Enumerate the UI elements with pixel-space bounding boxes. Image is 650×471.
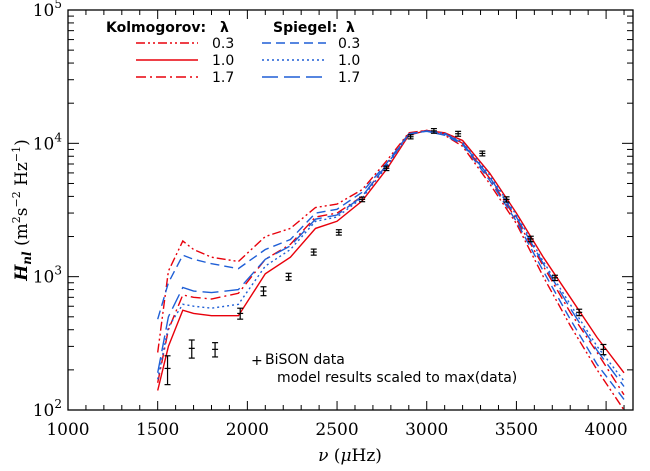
y-axis-sup2: −2 bbox=[10, 191, 23, 207]
bison-plus-marker: + bbox=[251, 353, 263, 369]
series-line-spiegel-1_7 bbox=[157, 130, 625, 387]
legend-lambda-kolmogorov: λ bbox=[220, 20, 229, 36]
series-layer bbox=[157, 129, 625, 411]
legend-title-spiegel: Spiegel: bbox=[273, 20, 337, 36]
x-tick-label: 1500 bbox=[136, 420, 179, 440]
y-tick-exp: 3 bbox=[54, 264, 62, 278]
plot-area bbox=[67, 9, 634, 411]
series-line-spiegel-1_0 bbox=[157, 130, 625, 382]
y-tick-base: 10 bbox=[33, 1, 55, 21]
y-axis-base: H bbox=[12, 264, 32, 282]
x-tick-label: 3500 bbox=[495, 420, 538, 440]
bison-data-label: BiSON data bbox=[265, 352, 345, 368]
y-tick-base: 10 bbox=[33, 134, 55, 154]
y-tick-exp: 4 bbox=[54, 130, 62, 144]
legend-lambda-value: 0.3 bbox=[338, 36, 360, 52]
y-tick-exp: 5 bbox=[54, 0, 62, 11]
legend-lambda-value: 1.0 bbox=[338, 53, 360, 69]
y-tick-exp: 2 bbox=[54, 397, 62, 411]
y-axis-sup3: −1 bbox=[10, 146, 23, 162]
y-axis-mid2: Hz bbox=[12, 162, 32, 191]
x-tick-label: 2000 bbox=[226, 420, 269, 440]
y-tick-label: 105 bbox=[33, 0, 62, 21]
y-axis-unit-open: (m bbox=[12, 223, 32, 251]
x-axis-symbol: ν bbox=[318, 446, 328, 466]
legend-lambda-value: 1.7 bbox=[212, 70, 234, 86]
x-axis-unit-open: ( bbox=[328, 446, 340, 466]
y-tick-base: 10 bbox=[33, 401, 55, 421]
scaling-note: model results scaled to max(data) bbox=[277, 370, 517, 386]
x-tick-label: 3000 bbox=[405, 420, 448, 440]
y-tick-label: 102 bbox=[33, 397, 62, 421]
legend-lambda-value: 0.3 bbox=[212, 36, 234, 52]
series-line-spiegel-0_3 bbox=[157, 130, 625, 400]
y-axis-sub: nl bbox=[20, 251, 34, 265]
x-tick-label: 1000 bbox=[46, 420, 89, 440]
x-tick-label: 4000 bbox=[584, 420, 627, 440]
x-axis-unit-rest: Hz) bbox=[352, 446, 382, 466]
y-tick-label: 103 bbox=[33, 264, 62, 288]
y-tick-label: 104 bbox=[33, 130, 63, 154]
legend-lambda-spiegel: λ bbox=[346, 20, 355, 36]
legend-lambda-value: 1.0 bbox=[212, 53, 234, 69]
series-line-kolmogorov-1_7 bbox=[157, 129, 625, 396]
y-axis-close: ) bbox=[12, 139, 32, 146]
y-axis-title: Hnl (m2s−2 Hz−1) bbox=[10, 139, 34, 282]
x-axis-title: ν (μHz) bbox=[318, 446, 382, 466]
legend-title-kolmogorov: Kolmogorov: bbox=[106, 20, 206, 36]
data-points-layer bbox=[164, 127, 607, 386]
series-line-kolmogorov-1_0 bbox=[157, 129, 625, 391]
y-tick-base: 10 bbox=[33, 268, 55, 288]
x-axis-unit-mu: μ bbox=[340, 446, 351, 466]
x-tick-label: 2500 bbox=[315, 420, 358, 440]
series-line-kolmogorov-0_3 bbox=[157, 129, 625, 411]
y-axis-sup1: 2 bbox=[10, 216, 23, 223]
y-axis-mid: s bbox=[12, 208, 32, 217]
legend: Kolmogorov: λ Spiegel: λ0.31.01.70.31.01.7 bbox=[106, 20, 360, 86]
legend-lambda-value: 1.7 bbox=[338, 70, 360, 86]
